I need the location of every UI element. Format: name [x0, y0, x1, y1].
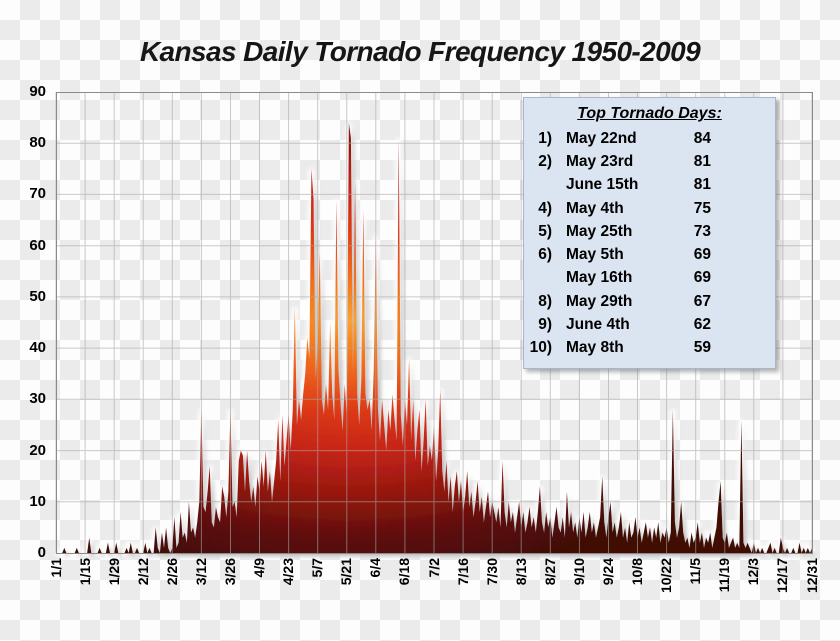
- x-tick-label: 6/4: [367, 558, 384, 578]
- legend-day: May 22nd: [566, 129, 637, 147]
- legend-day: May 25th: [566, 222, 633, 240]
- legend-day: May 29th: [566, 292, 633, 310]
- legend-row: 5) May 25th 73: [524, 220, 775, 243]
- x-tick-label: 8/13: [512, 558, 529, 586]
- y-tick-label: 10: [29, 492, 46, 510]
- top-tornado-days-panel: Top Tornado Days: 1) May 22nd 84 2) May 23rd…: [523, 97, 776, 369]
- legend-rank: 10): [529, 339, 552, 357]
- x-tick-label: 2/12: [134, 558, 151, 586]
- x-tick-label: 11/5: [687, 558, 704, 585]
- legend-rank: 8): [538, 292, 552, 310]
- legend-count: 67: [693, 292, 711, 310]
- x-tick-label: 4/23: [280, 558, 297, 586]
- y-tick-label: 70: [29, 185, 46, 203]
- legend-row: 9) June 4th 62: [524, 313, 775, 336]
- x-tick-label: 9/10: [570, 558, 587, 586]
- legend-row: 10) May 8th 59: [524, 337, 775, 360]
- legend-day: May 16th: [566, 269, 633, 287]
- legend-count: 75: [693, 199, 711, 217]
- legend-day: May 23rd: [566, 152, 634, 170]
- chart-title: Kansas Daily Tornado Frequency 1950-2009: [139, 36, 701, 67]
- x-tick-label: 8/27: [541, 558, 558, 586]
- legend-rows: 1) May 22nd 84 2) May 23rd 81 June 15th 81 4) May…: [524, 127, 775, 360]
- legend-count: 81: [693, 152, 711, 170]
- x-tick-label: 10/8: [629, 558, 645, 586]
- legend-day: June 4th: [566, 316, 630, 334]
- legend-rank: 1): [538, 129, 552, 147]
- x-tick-label: 6/18: [396, 558, 413, 586]
- plot-border: [56, 92, 813, 554]
- x-tick-label: 7/30: [483, 558, 500, 586]
- x-tick-label: 7/2: [425, 558, 442, 578]
- y-tick-label: 0: [37, 544, 46, 561]
- x-tick-label: 1/15: [76, 558, 93, 586]
- x-tick-label: 12/31: [803, 558, 820, 594]
- x-tick-label: 11/19: [716, 558, 733, 593]
- legend-count: 81: [693, 176, 711, 194]
- x-tick-label: 3/26: [222, 558, 238, 586]
- y-tick-label: 40: [29, 339, 46, 357]
- x-tick-label: 1/29: [105, 558, 122, 586]
- x-tick-label: 5/7: [309, 558, 326, 578]
- legend-row: 2) May 23rd 81: [524, 150, 775, 173]
- legend-count: 62: [693, 316, 711, 334]
- x-tick-label: 4/9: [251, 558, 267, 578]
- legend-day: May 8th: [566, 339, 624, 357]
- y-tick-label: 50: [29, 287, 46, 305]
- legend-rank: 2): [538, 152, 552, 170]
- legend-row: 1) May 22nd 84: [524, 127, 775, 150]
- legend-count: 59: [693, 339, 711, 357]
- x-tick-label: 10/22: [658, 558, 675, 594]
- x-tick-label: 9/24: [600, 558, 616, 586]
- legend-row: 8) May 29th 67: [524, 290, 775, 313]
- y-tick-label: 60: [29, 236, 46, 254]
- legend-row: May 16th 69: [524, 267, 775, 290]
- y-tick-label: 90: [29, 83, 46, 100]
- x-tick-label: 12/17: [774, 558, 791, 594]
- y-tick-label: 80: [29, 134, 46, 152]
- legend-rank: 5): [538, 222, 552, 240]
- legend-count: 84: [693, 129, 711, 147]
- x-tick-label: 7/16: [454, 558, 471, 586]
- x-tick-label: 12/3: [745, 558, 762, 586]
- legend-row: 4) May 4th 75: [524, 197, 775, 220]
- legend-day: June 15th: [566, 176, 639, 194]
- legend-day: May 5th: [566, 246, 624, 264]
- legend-count: 73: [693, 222, 711, 240]
- legend-day: May 4th: [566, 199, 624, 217]
- x-tick-label: 2/26: [163, 558, 180, 586]
- legend-title: Top Tornado Days:: [577, 105, 722, 122]
- x-tick-label: 5/21: [338, 558, 355, 586]
- legend-count: 69: [693, 269, 711, 287]
- y-tick-label: 20: [29, 441, 46, 459]
- y-tick-label: 30: [29, 390, 46, 408]
- legend-row: June 15th 81: [524, 174, 775, 197]
- legend-rank: 4): [538, 199, 552, 217]
- x-tick-label: 3/12: [192, 558, 209, 586]
- legend-count: 69: [693, 246, 711, 264]
- legend-rank: 9): [538, 316, 552, 334]
- legend-row: 6) May 5th 69: [524, 243, 775, 266]
- legend-rank: 6): [538, 246, 552, 264]
- x-tick-label: 1/1: [47, 558, 64, 578]
